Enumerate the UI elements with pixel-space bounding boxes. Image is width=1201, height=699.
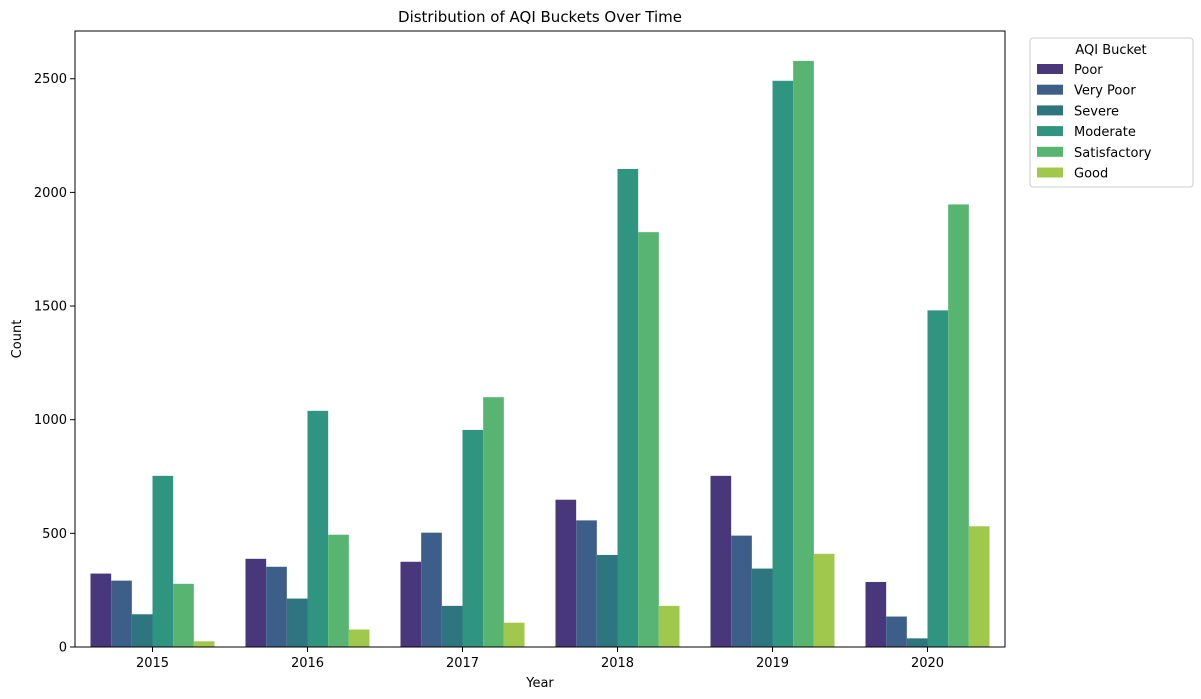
legend-swatch-poor <box>1037 64 1063 74</box>
bar-moderate-2015 <box>152 475 174 647</box>
legend-swatch-very-poor <box>1037 84 1063 95</box>
bar-very-poor-2020 <box>886 616 907 647</box>
legend-label-poor: Poor <box>1074 63 1103 78</box>
bar-good-2018 <box>658 605 680 647</box>
chart-title: Distribution of AQI Buckets Over Time <box>398 8 682 26</box>
x-axis: 2015 2016 2017 2018 2019 2020 <box>136 647 944 671</box>
legend-swatch-satisfactory <box>1037 146 1063 157</box>
legend-label-satisfactory: Satisfactory <box>1074 146 1152 161</box>
legend-label-good: Good <box>1074 167 1108 182</box>
bar-severe-2020 <box>906 638 928 647</box>
bar-good-2015 <box>193 641 215 647</box>
bar-very-poor-2018 <box>576 520 597 647</box>
bar-poor-2018 <box>555 499 577 647</box>
y-tick-label: 1500 <box>34 300 67 315</box>
bar-good-2020 <box>968 526 990 647</box>
legend-frame <box>1029 37 1194 188</box>
legend-items: Poor Very Poor Severe Moderate Satisfactory G… <box>1037 63 1152 182</box>
y-axis-label: Count <box>10 320 25 359</box>
legend-label-severe: Severe <box>1074 104 1119 119</box>
bar-satisfactory-2016 <box>328 534 349 647</box>
bar-moderate-2018 <box>617 168 639 647</box>
x-tick-label: 2020 <box>911 656 944 671</box>
bars-group <box>90 61 990 648</box>
y-axis: 0 500 1000 1500 2000 2500 <box>34 72 75 656</box>
bar-moderate-2019 <box>772 80 794 647</box>
legend-title: AQI Bucket <box>1075 43 1146 58</box>
bar-poor-2019 <box>710 475 732 647</box>
bar-satisfactory-2018 <box>638 232 659 648</box>
bar-very-poor-2015 <box>111 580 132 647</box>
y-tick-label: 2000 <box>34 186 67 201</box>
bar-moderate-2020 <box>927 310 949 647</box>
legend-swatch-moderate <box>1037 126 1063 137</box>
legend-swatch-severe <box>1037 105 1063 116</box>
bar-severe-2017 <box>441 605 463 647</box>
bar-severe-2018 <box>596 554 618 647</box>
legend-swatch-good <box>1037 167 1063 178</box>
bar-satisfactory-2017 <box>483 397 504 647</box>
y-tick-label: 2500 <box>34 72 67 87</box>
x-axis-label: Year <box>525 676 554 691</box>
bar-poor-2016 <box>245 558 267 647</box>
x-tick-label: 2019 <box>756 656 789 671</box>
bar-moderate-2017 <box>462 429 484 647</box>
bar-satisfactory-2020 <box>948 204 969 647</box>
bar-very-poor-2016 <box>266 566 287 647</box>
bar-poor-2017 <box>400 561 422 647</box>
x-tick-label: 2018 <box>601 656 634 671</box>
bar-severe-2019 <box>751 568 773 647</box>
bar-severe-2015 <box>131 614 153 647</box>
bar-satisfactory-2019 <box>793 61 814 647</box>
bar-very-poor-2017 <box>421 532 442 647</box>
bar-satisfactory-2015 <box>173 583 194 647</box>
bar-poor-2020 <box>865 581 887 647</box>
bar-very-poor-2019 <box>731 535 752 647</box>
bar-poor-2015 <box>90 573 112 647</box>
bar-moderate-2016 <box>307 410 329 647</box>
legend-label-moderate: Moderate <box>1074 125 1136 140</box>
bar-good-2016 <box>348 629 370 647</box>
plot-frame <box>74 30 1006 648</box>
y-tick-label: 1000 <box>34 413 67 428</box>
legend-label-very-poor: Very Poor <box>1074 84 1136 99</box>
y-tick-label: 500 <box>42 527 67 542</box>
y-tick-label: 0 <box>59 641 67 656</box>
bar-good-2019 <box>813 553 835 647</box>
bar-good-2017 <box>503 622 525 647</box>
x-tick-label: 2015 <box>136 656 169 671</box>
x-tick-label: 2016 <box>291 656 324 671</box>
x-tick-label: 2017 <box>446 656 479 671</box>
legend: AQI Bucket Poor Very Poor Severe Moderate Sa… <box>1029 37 1194 188</box>
bar-severe-2016 <box>286 598 308 647</box>
